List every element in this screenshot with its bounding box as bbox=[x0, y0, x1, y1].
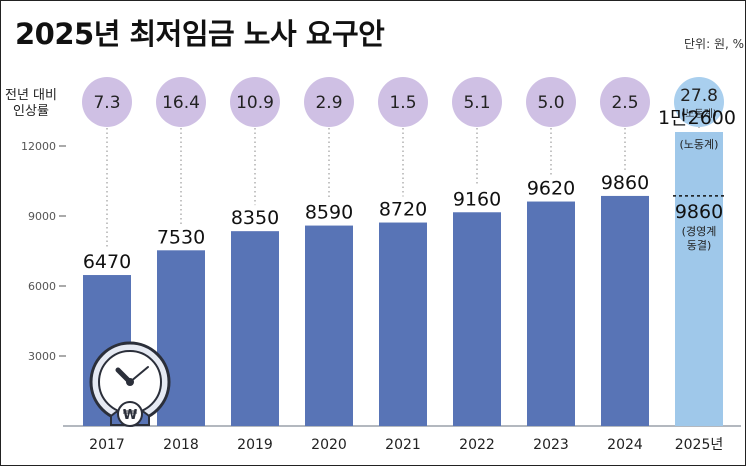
bar bbox=[305, 225, 353, 426]
bar bbox=[527, 201, 575, 426]
x-tick-label: 2018 bbox=[163, 437, 199, 453]
rate-label: 1.5 bbox=[389, 93, 416, 113]
rate-label: 5.1 bbox=[463, 93, 490, 113]
bar bbox=[379, 222, 427, 426]
y-tick-label: 6000 bbox=[28, 280, 56, 293]
rate-circles-group: 7.3 16.4 10.9 2.9 1.5 5.1 5.0 2.5 27.8 (노동계) bbox=[82, 77, 724, 127]
bar bbox=[601, 195, 649, 426]
rate-circle bbox=[82, 77, 132, 127]
rate-circle bbox=[452, 77, 502, 127]
bar bbox=[231, 231, 279, 426]
minimum-wage-clock-icon: ₩ bbox=[89, 341, 171, 427]
bar bbox=[453, 212, 501, 426]
x-tick-label: 2022 bbox=[459, 437, 495, 453]
management-proposal-note-line1: (경영계 bbox=[682, 225, 717, 238]
rate-label: 2.9 bbox=[315, 93, 342, 113]
rate-label: 27.8 bbox=[680, 86, 718, 106]
bar-value-label: 8720 bbox=[379, 199, 427, 221]
y-tick-label: 9000 bbox=[28, 210, 56, 223]
unit-label: 단위: 원, % bbox=[684, 37, 745, 51]
bar-value-label: 8590 bbox=[305, 202, 353, 224]
rate-label: 10.9 bbox=[236, 93, 274, 113]
rate-circle bbox=[674, 77, 724, 127]
rate-label: 5.0 bbox=[537, 93, 564, 113]
x-tick-label: 2017 bbox=[89, 437, 125, 453]
rate-label: 2.5 bbox=[611, 93, 638, 113]
y-tick-label: 3000 bbox=[28, 350, 56, 363]
labor-proposal-label: 1만2600 bbox=[658, 107, 736, 129]
x-tick-label: 2020 bbox=[311, 437, 347, 453]
chart-title: 2025년 최저임금 노사 요구안 bbox=[15, 17, 385, 51]
bar-value-label: 9860 bbox=[601, 172, 649, 194]
bar-value-label: 6470 bbox=[83, 251, 131, 273]
rate-label: 16.4 bbox=[162, 93, 200, 113]
management-proposal-label: 9860 bbox=[675, 201, 723, 223]
rate-circle bbox=[230, 77, 280, 127]
bar-2025-labor-proposal bbox=[675, 132, 723, 426]
rate-circle bbox=[600, 77, 650, 127]
x-tick-label: 2019 bbox=[237, 437, 273, 453]
y-tick-label: 12000 bbox=[21, 140, 56, 153]
x-tick-label: 2024 bbox=[607, 437, 643, 453]
x-tick-label: 2021 bbox=[385, 437, 421, 453]
rate-row-label-line2: 인상률 bbox=[13, 104, 49, 119]
bar-value-label: 9620 bbox=[527, 178, 575, 200]
labor-proposal-note: (노동계) bbox=[680, 138, 719, 151]
bar-value-label: 9160 bbox=[453, 188, 501, 210]
x-tick-label: 2025년 bbox=[675, 437, 724, 453]
rate-circle bbox=[378, 77, 428, 127]
management-proposal-note-line2: 동결) bbox=[687, 239, 712, 252]
x-tick-label: 2023 bbox=[533, 437, 569, 453]
rate-circle bbox=[304, 77, 354, 127]
rate-row-label-line1: 전년 대비 bbox=[5, 88, 57, 103]
rate-label: 7.3 bbox=[93, 93, 120, 113]
rate-circle bbox=[526, 77, 576, 127]
rate-circle bbox=[156, 77, 206, 127]
bar-value-label: 7530 bbox=[157, 226, 205, 248]
svg-text:₩: ₩ bbox=[123, 408, 138, 423]
bar-value-label: 8350 bbox=[231, 207, 279, 229]
rate-note: (노동계) bbox=[681, 108, 717, 120]
